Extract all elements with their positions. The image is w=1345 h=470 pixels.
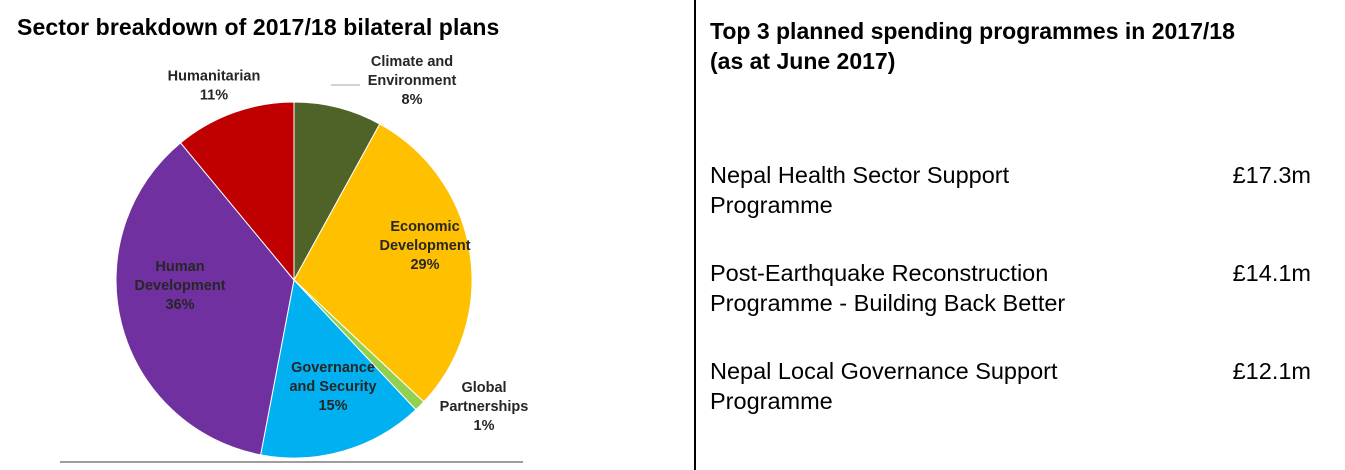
panel-divider — [694, 0, 696, 470]
programme-amount: £14.1m — [1232, 260, 1311, 286]
sector-pie-chart: Climate and Environment 8% Economic Developm… — [60, 54, 529, 463]
pie-slice-human-development — [115, 142, 295, 456]
pie-label: Climate and Environment 8% — [368, 54, 457, 108]
pie-label: Governance and Security 15% — [289, 360, 376, 414]
pie-label: Global Partnerships 1% — [440, 380, 529, 434]
pie-slice-economic-development — [293, 123, 473, 403]
programme-name: Nepal Local Governance Support Programme — [710, 358, 1058, 414]
pie-slice-climate-and-environment — [293, 101, 381, 281]
pie-slice-governance-and-security — [260, 278, 417, 459]
pie-label: Economic Development 29% — [379, 219, 470, 273]
pie-slice-humanitarian — [179, 101, 295, 282]
programme-amount: £17.3m — [1232, 162, 1311, 188]
programme-name: Post-Earthquake Reconstruction Programme… — [710, 260, 1066, 316]
pie-label: Humanitarian 11% — [168, 69, 261, 104]
programme-amount: £12.1m — [1232, 358, 1311, 384]
programmes-title: Top 3 planned spending programmes in 201… — [710, 18, 1235, 74]
pie-label: Human Development 36% — [134, 259, 225, 313]
chart-title: Sector breakdown of 2017/18 bilateral pl… — [17, 14, 500, 40]
programme-name: Nepal Health Sector Support Programme — [710, 162, 1010, 218]
